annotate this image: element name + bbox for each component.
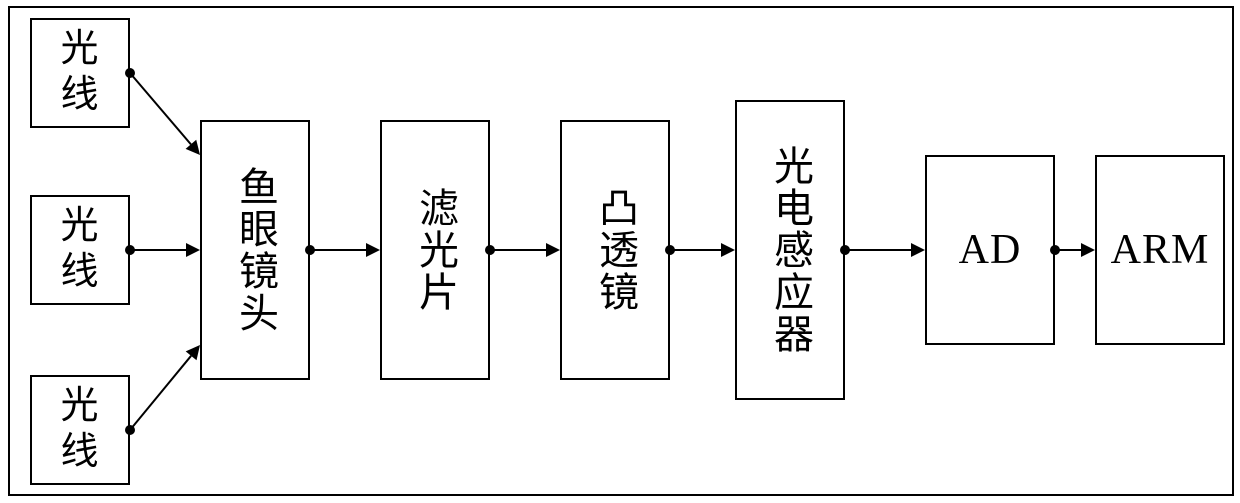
node-filter: 滤光片 [380, 120, 490, 380]
node-light-3: 光线 [30, 375, 130, 485]
node-convex: 凸透镜 [560, 120, 670, 380]
node-light-2: 光线 [30, 195, 130, 305]
node-light-1: 光线 [30, 18, 130, 128]
node-label: 光线 [60, 27, 99, 118]
node-label: 凸透镜 [592, 187, 638, 313]
node-label: AD [959, 226, 1022, 274]
node-label: 滤光片 [412, 187, 458, 313]
node-label: 光电感应器 [767, 145, 813, 355]
node-ad: AD [925, 155, 1055, 345]
node-label: 鱼眼镜头 [232, 166, 278, 334]
node-label: 光线 [60, 204, 99, 295]
node-sensor: 光电感应器 [735, 100, 845, 400]
node-fisheye: 鱼眼镜头 [200, 120, 310, 380]
node-arm: ARM [1095, 155, 1225, 345]
node-label: ARM [1111, 226, 1210, 274]
node-label: 光线 [60, 384, 99, 475]
